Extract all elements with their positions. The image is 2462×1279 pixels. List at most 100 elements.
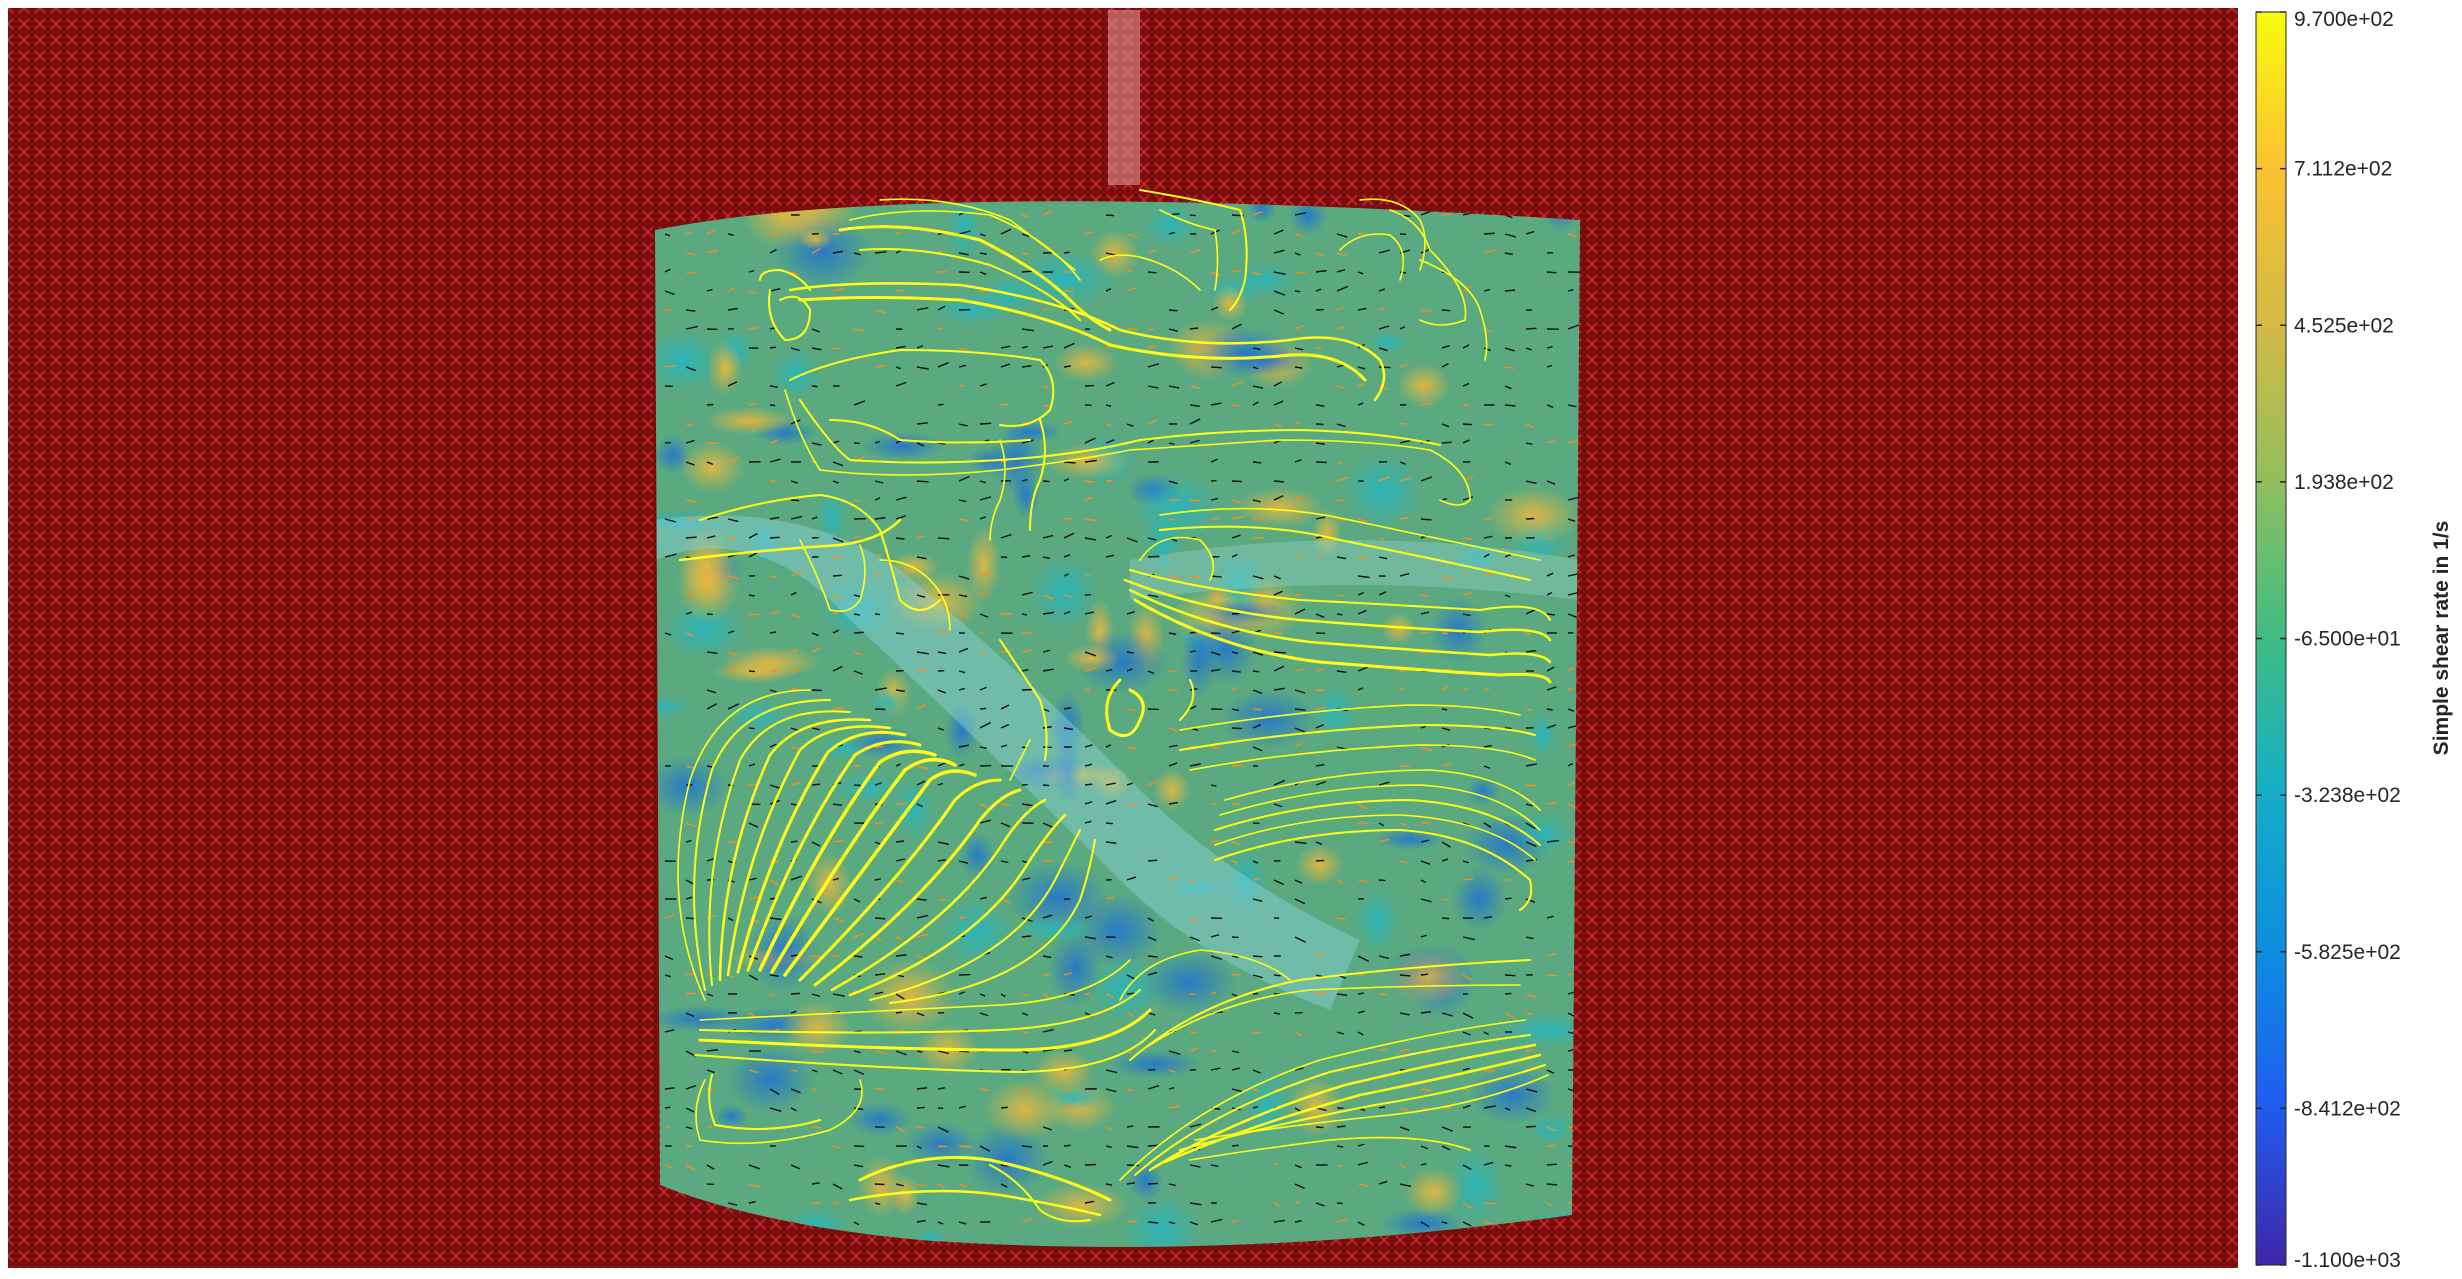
velocity-vector bbox=[1126, 992, 1136, 995]
shear-blob bbox=[725, 1044, 815, 1113]
velocity-vector bbox=[811, 516, 818, 520]
velocity-vector bbox=[1546, 1202, 1554, 1207]
velocity-vector bbox=[937, 651, 947, 655]
streamline bbox=[1179, 704, 1521, 731]
velocity-vector bbox=[1021, 877, 1031, 881]
velocity-vector bbox=[895, 1183, 904, 1187]
velocity-vector bbox=[1294, 271, 1306, 275]
velocity-vector bbox=[1252, 271, 1262, 276]
colorbar-tick-label: -8.412e+02 bbox=[2294, 1097, 2401, 1120]
velocity-vector bbox=[895, 537, 905, 540]
velocity-vector bbox=[1315, 516, 1326, 520]
velocity-vector bbox=[685, 611, 693, 615]
velocity-vector bbox=[811, 993, 821, 998]
velocity-vector bbox=[664, 914, 676, 919]
velocity-vector bbox=[1273, 1219, 1286, 1223]
velocity-vector bbox=[979, 480, 987, 484]
shear-blob bbox=[1053, 343, 1119, 383]
velocity-vector bbox=[1273, 879, 1284, 886]
velocity-vector bbox=[979, 383, 987, 387]
velocity-vector bbox=[1483, 822, 1492, 828]
velocity-vector bbox=[958, 518, 970, 522]
velocity-vector bbox=[1294, 1031, 1303, 1037]
velocity-vector bbox=[1084, 666, 1097, 672]
velocity-vector bbox=[874, 841, 881, 845]
velocity-vector bbox=[1441, 1145, 1451, 1151]
streamline bbox=[694, 1029, 1156, 1074]
velocity-vector bbox=[1189, 249, 1202, 254]
shear-blob bbox=[860, 432, 946, 461]
streamline bbox=[746, 740, 922, 972]
velocity-vector bbox=[811, 632, 819, 637]
velocity-vector bbox=[1105, 214, 1115, 217]
velocity-vector bbox=[1021, 214, 1029, 218]
velocity-vector bbox=[1504, 252, 1513, 256]
velocity-vector bbox=[1084, 518, 1097, 522]
velocity-vector bbox=[1063, 365, 1071, 368]
velocity-vector bbox=[1462, 1012, 1474, 1019]
velocity-vector bbox=[937, 403, 944, 406]
velocity-vector bbox=[1378, 955, 1389, 959]
shear-blob bbox=[1235, 487, 1325, 528]
velocity-vector bbox=[1294, 421, 1301, 425]
velocity-vector bbox=[832, 556, 842, 559]
velocity-vector bbox=[1483, 288, 1491, 292]
streamline bbox=[1148, 1043, 1537, 1172]
shear-blob bbox=[944, 702, 979, 759]
velocity-vector bbox=[1525, 784, 1536, 787]
velocity-vector bbox=[916, 556, 927, 560]
velocity-vector bbox=[1483, 1069, 1495, 1073]
velocity-vector bbox=[1399, 1048, 1411, 1052]
velocity-vector bbox=[748, 1201, 756, 1204]
velocity-vector bbox=[1147, 917, 1155, 922]
velocity-vector bbox=[1294, 1067, 1304, 1071]
velocity-vector bbox=[1000, 650, 1011, 653]
velocity-vector bbox=[832, 706, 845, 710]
velocity-vector bbox=[1462, 1164, 1472, 1170]
velocity-vector bbox=[1147, 385, 1159, 389]
velocity-vector bbox=[1168, 518, 1176, 521]
velocity-vector bbox=[1105, 1145, 1112, 1149]
shear-blob bbox=[983, 1078, 1067, 1141]
streamline bbox=[1159, 209, 1219, 291]
velocity-vector bbox=[1525, 1088, 1538, 1093]
velocity-vector bbox=[1336, 1145, 1344, 1148]
velocity-vector bbox=[1168, 727, 1178, 732]
streamline bbox=[1129, 959, 1531, 1061]
velocity-vector bbox=[1042, 404, 1051, 408]
velocity-vector bbox=[1168, 801, 1178, 805]
velocity-vector bbox=[1021, 613, 1028, 616]
shear-blob bbox=[1131, 474, 1222, 540]
velocity-vector bbox=[1525, 480, 1537, 485]
velocity-vector bbox=[1147, 780, 1158, 786]
velocity-vector bbox=[1063, 342, 1075, 349]
velocity-vector bbox=[895, 858, 906, 862]
velocity-vector bbox=[1567, 324, 1580, 330]
velocity-vector bbox=[1357, 518, 1368, 523]
velocity-vector bbox=[1210, 784, 1217, 787]
velocity-vector bbox=[1294, 324, 1305, 330]
velocity-vector bbox=[1021, 252, 1029, 255]
velocity-vector bbox=[1126, 803, 1139, 806]
shear-blob bbox=[847, 1102, 912, 1137]
velocity-vector bbox=[916, 703, 927, 710]
streamlines bbox=[677, 189, 1552, 1223]
shear-blob bbox=[1224, 847, 1268, 915]
velocity-vector bbox=[1063, 1088, 1070, 1091]
velocity-vector bbox=[1126, 1012, 1134, 1017]
velocity-vector bbox=[1126, 651, 1134, 654]
shear-blob bbox=[740, 201, 826, 250]
velocity-vector bbox=[1462, 382, 1470, 387]
streamline bbox=[708, 710, 851, 986]
velocity-vector bbox=[1357, 1010, 1365, 1014]
velocity-vector bbox=[1336, 385, 1345, 390]
velocity-vector bbox=[1105, 423, 1112, 427]
velocity-vector bbox=[706, 703, 718, 710]
velocity-vector bbox=[1462, 1104, 1471, 1109]
velocity-vector bbox=[1126, 1164, 1139, 1167]
velocity-vector bbox=[1441, 686, 1449, 691]
velocity-vector bbox=[1336, 269, 1346, 273]
velocity-vector bbox=[916, 307, 929, 311]
velocity-vector bbox=[1210, 402, 1222, 406]
velocity-vector bbox=[1000, 403, 1009, 406]
